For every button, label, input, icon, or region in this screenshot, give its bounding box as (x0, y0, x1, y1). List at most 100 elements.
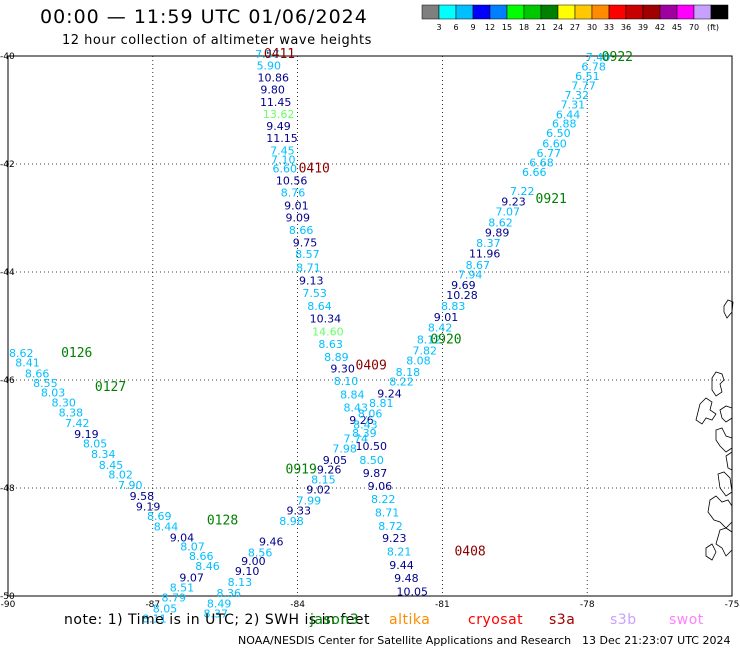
wave-height-value: 9.75 (293, 236, 318, 249)
scale-tick-label: 39 (638, 23, 648, 32)
wave-height-value: 7.10 (271, 154, 296, 167)
wave-height-value: 9.02 (306, 484, 331, 497)
longitude-tick-label: -87 (145, 600, 160, 610)
wave-height-value: 11.96 (469, 248, 501, 261)
wave-height-value: 8.43 (343, 402, 368, 415)
wave-height-value: 14.60 (312, 325, 344, 338)
satellite-jason3-label: jason3 (310, 612, 360, 628)
map-frame (7, 55, 733, 597)
wave-height-value: 8.51 (170, 581, 195, 594)
wave-height-value: 8.64 (307, 300, 332, 313)
wave-height-value: 8.41 (15, 357, 39, 370)
wave-height-value: 8.18 (396, 366, 421, 379)
wave-height-value: 8.56 (248, 546, 272, 559)
pass-number-label: 0127 (95, 380, 126, 395)
coastline-segment (725, 451, 733, 471)
latitude-tick-label: -40 (0, 52, 15, 62)
scale-tick-label: 9 (470, 23, 475, 32)
longitude-tick-label: -90 (1, 600, 16, 610)
scale-unit-label: (ft) (707, 23, 719, 32)
scale-tick-label: 15 (502, 23, 512, 32)
scale-tick-label: 45 (672, 23, 682, 32)
wave-height-value: 6.50 (546, 127, 571, 140)
wave-height-value: 8.71 (375, 506, 400, 519)
scale-tick-label: 18 (519, 23, 529, 32)
wave-height-value: 8.05 (153, 602, 178, 615)
wave-height-value: 9.10 (235, 565, 260, 578)
wave-height-value: 7.22 (510, 185, 535, 198)
wave-height-value: 8.22 (371, 493, 396, 506)
wave-height-value: 8.02 (108, 469, 133, 482)
wave-height-value: 8.46 (195, 560, 220, 573)
wave-height-value: 8.57 (295, 248, 320, 261)
wave-height-value: 8.98 (279, 515, 304, 528)
satellite-altika-label: altika (389, 612, 431, 628)
wave-height-value: 8.62 (488, 216, 512, 229)
pass-number-label: 0128 (207, 513, 238, 528)
wave-height-value: 7.77 (571, 80, 596, 93)
wave-height-value: 8.39 (352, 427, 377, 440)
wave-height-color-scale: 3 6 9 12 15 18 21 24 27 30 33 36 39 42 45 70 (ft) (421, 4, 729, 32)
wave-height-value: 7.74 (343, 432, 368, 445)
scale-tick-label: 3 (436, 23, 441, 32)
coastline-chile (695, 299, 734, 561)
wave-height-value: 6.51 (575, 70, 600, 83)
map-title: 00:00 — 11:59 UTC 01/06/2024 (40, 6, 368, 28)
scale-swatch (710, 4, 729, 20)
track-0126-0128: 8.628.418.668.558.038.308.387.429.198.05… (9, 347, 220, 626)
latitude-tick-label: -48 (0, 484, 15, 494)
wave-height-value: 10.34 (310, 312, 342, 325)
wave-height-value: 6.77 (537, 147, 562, 160)
wave-height-value: 8.11 (142, 613, 167, 626)
credit-line: NOAA/NESDIS Center for Satellite Applica… (238, 634, 572, 647)
wave-height-value: 9.87 (363, 467, 388, 480)
wave-height-value: 8.15 (311, 473, 336, 486)
wave-height-value: 8.12 (417, 334, 442, 347)
wave-height-value: 8.89 (324, 351, 349, 364)
latitude-tick-label: -50 (0, 592, 15, 602)
wave-height-value: 10.05 (397, 586, 429, 599)
wave-height-value: 8.03 (41, 386, 66, 399)
wave-height-value: 8.71 (296, 262, 321, 275)
longitude-tick-label: -84 (290, 600, 305, 610)
wave-height-value: 9.19 (74, 428, 99, 441)
wave-height-value: 8.69 (147, 510, 172, 523)
wave-height-value: 8.22 (389, 376, 414, 389)
wave-height-value: 8.66 (289, 224, 314, 237)
wave-height-value: 8.76 (281, 187, 306, 200)
wave-height-value: 7.90 (118, 479, 143, 492)
wave-height-value: 5.90 (257, 60, 282, 73)
longitude-tick-label: -81 (435, 600, 450, 610)
wave-height-value: 9.00 (241, 555, 265, 568)
scale-tick-label: 24 (553, 23, 563, 32)
generation-timestamp: 13 Dec 21:23:07 UTC 2024 (582, 634, 731, 647)
wave-height-value: 7.94 (458, 269, 483, 282)
coastline-segment (715, 527, 733, 557)
wave-height-value: 10.86 (258, 72, 290, 85)
wave-height-value: 7.57 (255, 48, 280, 61)
wave-height-value: 6.68 (529, 156, 554, 169)
scale-tick-label: 33 (604, 23, 614, 32)
pass-number-label: 0920 (430, 333, 461, 348)
wave-height-value: 8.62 (9, 347, 34, 360)
wave-height-value: 11.15 (266, 132, 298, 145)
coastline-segment (705, 543, 717, 561)
latitude-tick-label: -46 (0, 376, 15, 386)
satellite-altika: altika (389, 612, 430, 628)
wave-height-value: 9.05 (323, 454, 348, 467)
wave-height-value: 6.44 (556, 108, 581, 121)
wave-height-value: 9.80 (260, 83, 285, 96)
wave-height-value: 9.26 (317, 464, 342, 477)
wave-height-value: 8.44 (154, 520, 179, 533)
wave-height-value: 9.01 (284, 200, 309, 213)
wave-height-value: 9.01 (434, 311, 459, 324)
wave-height-value: 9.24 (377, 388, 402, 401)
wave-height-value: 6.60 (542, 137, 567, 150)
wave-height-value: 10.50 (356, 440, 388, 453)
wave-height-value: 7.31 (561, 99, 586, 112)
wave-height-value: 9.30 (330, 363, 355, 376)
pass-number-label: 0126 (61, 346, 92, 361)
wave-height-value: 9.13 (299, 275, 324, 288)
satellite-swot-label: swot (669, 612, 704, 628)
